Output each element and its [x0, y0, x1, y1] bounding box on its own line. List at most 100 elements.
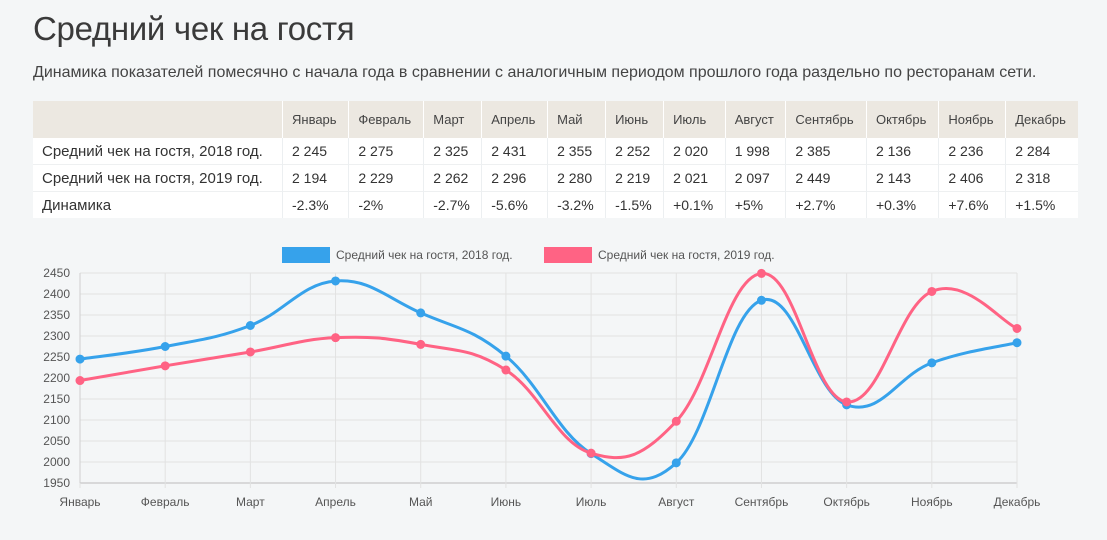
table-header-row: Январь Февраль Март Апрель Май Июнь Июль…: [33, 101, 1078, 138]
line-chart: 1950 2000 2050 2100 2150 2200 2250 2300 2350 2400…: [0, 236, 1107, 540]
data-point: [331, 333, 341, 343]
table-header-month: Август: [724, 101, 786, 138]
table-cell: 2 275: [348, 138, 424, 165]
dynamics-cell: +0.1%: [663, 191, 726, 218]
data-point: [586, 448, 596, 458]
y-tick-label: 2150: [43, 392, 70, 406]
table-cell: 1 998: [724, 138, 786, 165]
table-cell: 2 245: [281, 138, 349, 165]
page-title: Средний чек на гостя: [33, 10, 355, 47]
dynamics-cell: -2.7%: [423, 191, 482, 218]
data-point: [160, 361, 170, 371]
row-label: Средний чек на гостя, 2019 год.: [33, 164, 283, 192]
data-point: [927, 286, 937, 296]
data-point: [501, 351, 511, 361]
table-header-month: Октябрь: [865, 101, 939, 138]
table-cell: 2 280: [547, 164, 606, 192]
table-cell: 2 284: [1005, 138, 1078, 165]
table-header-month: Январь: [281, 101, 349, 138]
x-tick-label: Июль: [576, 495, 607, 509]
table-cell: 2 136: [865, 138, 939, 165]
x-tick-label: Июнь: [491, 495, 522, 509]
dynamics-cell: -3.2%: [547, 191, 606, 218]
x-tick-label: Апрель: [315, 495, 356, 509]
dynamics-cell: +1.5%: [1005, 191, 1078, 218]
x-tick-label: Ноябрь: [911, 495, 953, 509]
dynamics-cell: +5%: [724, 191, 786, 218]
y-tick-label: 2400: [43, 287, 70, 301]
x-tick-label: Октябрь: [823, 495, 870, 509]
y-tick-label: 2300: [43, 329, 70, 343]
table-cell: 2 252: [605, 138, 664, 165]
data-point: [1012, 338, 1022, 348]
data-point: [671, 416, 681, 426]
series-line: [79, 271, 1018, 460]
table-row: Динамика -2.3% -2% -2.7% -5.6% -3.2% -1.…: [33, 191, 1078, 218]
data-point: [75, 376, 85, 386]
dynamics-cell: -2%: [348, 191, 424, 218]
dynamics-cell: -1.5%: [605, 191, 664, 218]
table-cell: 2 229: [348, 164, 424, 192]
table-cell: 2 385: [785, 138, 867, 165]
table-header-month: Май: [547, 101, 606, 138]
data-point: [842, 397, 852, 407]
table-header-month: Март: [423, 101, 482, 138]
data-point: [416, 308, 426, 318]
x-tick-label: Декабрь: [994, 495, 1041, 509]
data-table: Январь Февраль Март Апрель Май Июнь Июль…: [33, 101, 1078, 218]
table-header-month: Апрель: [481, 101, 548, 138]
dynamics-cell: -2.3%: [281, 191, 349, 218]
table-header-month: Ноябрь: [938, 101, 1006, 138]
table-cell: 2 296: [481, 164, 548, 192]
data-point: [331, 276, 341, 286]
data-point: [756, 268, 766, 278]
chart-svg: 1950 2000 2050 2100 2150 2200 2250 2300 2350 2400…: [43, 247, 1041, 509]
x-tick-label: Май: [409, 495, 433, 509]
x-tick-label: Август: [658, 495, 695, 509]
data-point: [501, 365, 511, 375]
table-row: Средний чек на гостя, 2018 год. 2 245 2 …: [33, 138, 1078, 165]
y-tick-label: 2050: [43, 434, 70, 448]
legend-swatch: [282, 247, 330, 263]
data-point: [245, 347, 255, 357]
legend-swatch: [544, 247, 592, 263]
table-header-month: Июнь: [605, 101, 664, 138]
data-point: [927, 358, 937, 368]
table-cell: 2 262: [423, 164, 482, 192]
data-point: [1012, 323, 1022, 333]
x-tick-label: Сентябрь: [735, 495, 789, 509]
table-cell: 2 325: [423, 138, 482, 165]
dynamics-cell: -5.6%: [481, 191, 548, 218]
table-header-month: Июль: [663, 101, 726, 138]
legend-label: Средний чек на гостя, 2019 год.: [598, 248, 775, 262]
y-tick-label: 1950: [43, 476, 70, 490]
data-point: [671, 458, 681, 468]
page-subtitle: Динамика показателей помесячно с начала …: [33, 64, 1037, 81]
table-cell: 2 318: [1005, 164, 1078, 192]
table-cell: 2 406: [938, 164, 1006, 192]
y-tick-label: 2200: [43, 371, 70, 385]
dynamics-cell: +2.7%: [785, 191, 867, 218]
x-tick-label: Январь: [59, 495, 100, 509]
table-header-month: Сентябрь: [785, 101, 867, 138]
dynamics-cell: +7.6%: [938, 191, 1006, 218]
x-tick-label: Март: [236, 495, 265, 509]
y-tick-label: 2100: [43, 413, 70, 427]
table-cell: 2 431: [481, 138, 548, 165]
table-header-month: Декабрь: [1005, 101, 1078, 138]
y-tick-label: 2000: [43, 455, 70, 469]
row-label: Динамика: [33, 191, 283, 218]
table-cell: 2 449: [785, 164, 867, 192]
table-header-empty: [33, 101, 283, 138]
y-tick-label: 2350: [43, 308, 70, 322]
y-tick-label: 2450: [43, 266, 70, 280]
row-label: Средний чек на гостя, 2018 год.: [33, 138, 283, 165]
table-cell: 2 219: [605, 164, 664, 192]
table-header-month: Февраль: [348, 101, 424, 138]
x-tick-label: Февраль: [141, 495, 190, 509]
table-cell: 2 143: [865, 164, 939, 192]
table-cell: 2 097: [724, 164, 786, 192]
data-point: [75, 354, 85, 364]
data-point: [416, 339, 426, 349]
table-cell: 2 236: [938, 138, 1006, 165]
